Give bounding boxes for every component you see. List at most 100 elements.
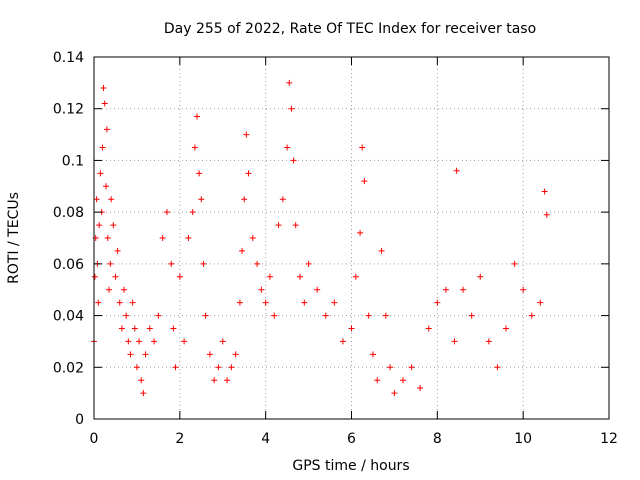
data-point-marker — [460, 286, 467, 293]
data-point-marker — [228, 364, 235, 371]
data-point-marker — [314, 286, 321, 293]
data-point-marker — [266, 273, 273, 280]
data-point-marker — [125, 338, 132, 345]
data-point-marker — [133, 364, 140, 371]
data-point-marker — [288, 105, 295, 112]
data-point-marker — [275, 222, 282, 229]
data-point-marker — [271, 312, 278, 319]
data-point-marker — [172, 364, 179, 371]
data-point-marker — [99, 144, 106, 151]
data-point-marker — [121, 286, 128, 293]
data-point-marker — [453, 167, 460, 174]
data-point-marker — [131, 325, 138, 332]
data-point-marker — [451, 338, 458, 345]
data-point-marker — [365, 312, 372, 319]
x-tick-label: 8 — [433, 431, 442, 447]
data-point-marker — [301, 299, 308, 306]
data-point-marker — [305, 260, 312, 267]
data-point-marker — [352, 273, 359, 280]
data-point-marker — [185, 235, 192, 241]
data-point-marker — [91, 273, 98, 280]
data-point-marker — [357, 229, 364, 236]
data-points — [91, 79, 550, 397]
data-point-marker — [224, 377, 231, 384]
data-point-marker — [297, 273, 303, 280]
chart-title: Day 255 of 2022, Rate Of TEC Index for r… — [164, 21, 536, 37]
data-point-marker — [400, 377, 406, 384]
data-point-marker — [196, 170, 203, 177]
data-point-marker — [123, 312, 130, 319]
data-point-marker — [129, 299, 136, 306]
data-point-marker — [138, 377, 145, 384]
data-point-marker — [254, 260, 261, 267]
data-point-marker — [322, 312, 329, 319]
data-point-marker — [108, 196, 115, 203]
data-point-marker — [258, 286, 265, 293]
data-point-marker — [95, 299, 102, 306]
data-point-marker — [103, 126, 110, 133]
data-point-marker — [191, 144, 198, 151]
data-point-marker — [262, 299, 269, 306]
data-point-marker — [382, 312, 389, 319]
data-point-marker — [118, 325, 125, 332]
x-tick-label: 10 — [514, 431, 532, 447]
data-point-marker — [93, 196, 100, 203]
data-point-marker — [417, 384, 424, 391]
data-point-marker — [202, 312, 209, 319]
data-point-marker — [468, 312, 475, 319]
data-point-marker — [211, 377, 218, 384]
data-point-marker — [151, 338, 158, 345]
y-tick-label: 0.1 — [62, 153, 84, 169]
data-point-marker — [511, 260, 518, 267]
y-tick-label: 0.12 — [53, 102, 84, 118]
data-point-marker — [378, 247, 385, 254]
data-point-marker — [110, 222, 117, 229]
data-point-marker — [200, 260, 207, 267]
data-point-marker — [245, 170, 252, 177]
data-point-marker — [194, 113, 200, 120]
data-point-marker — [232, 351, 239, 358]
x-tick-label: 4 — [261, 431, 270, 447]
data-point-marker — [239, 247, 246, 254]
data-point-marker — [136, 338, 143, 345]
data-point-marker — [387, 364, 394, 371]
data-point-marker — [100, 85, 107, 92]
data-point-marker — [494, 364, 501, 371]
data-point-marker — [146, 325, 153, 332]
data-point-marker — [543, 211, 550, 218]
data-point-marker — [339, 338, 346, 345]
data-point-marker — [408, 364, 415, 371]
x-axis-label: GPS time / hours — [292, 458, 409, 474]
data-point-marker — [442, 286, 449, 293]
data-point-marker — [215, 364, 222, 371]
data-point-marker — [391, 390, 398, 397]
data-point-marker — [359, 144, 366, 151]
axis-ticks: 0 2 4 6 8 10 12 0 0.02 0.04 0.06 0.08 0.1 0.12 0.14 — [53, 50, 618, 447]
data-point-marker — [279, 196, 286, 203]
data-point-marker — [528, 312, 535, 319]
data-point-marker — [520, 286, 527, 293]
data-point-marker — [176, 273, 183, 280]
data-point-marker — [369, 351, 376, 358]
data-point-marker — [116, 299, 123, 306]
data-point-marker — [236, 299, 243, 306]
data-point-marker — [114, 247, 121, 254]
data-point-marker — [97, 170, 104, 177]
data-point-marker — [106, 286, 113, 293]
y-tick-label: 0.06 — [53, 257, 84, 273]
data-point-marker — [331, 299, 338, 306]
data-point-marker — [503, 325, 509, 332]
data-point-marker — [374, 377, 381, 384]
data-point-marker — [104, 235, 111, 241]
data-point-marker — [181, 338, 188, 345]
data-point-marker — [286, 79, 293, 86]
y-tick-label: 0.08 — [53, 205, 84, 221]
data-point-marker — [361, 178, 368, 185]
data-point-marker — [198, 196, 205, 203]
x-tick-label: 6 — [347, 431, 356, 447]
x-tick-label: 12 — [600, 431, 618, 447]
data-point-marker — [107, 260, 114, 267]
x-tick-label: 0 — [90, 431, 99, 447]
data-point-marker — [290, 157, 297, 164]
